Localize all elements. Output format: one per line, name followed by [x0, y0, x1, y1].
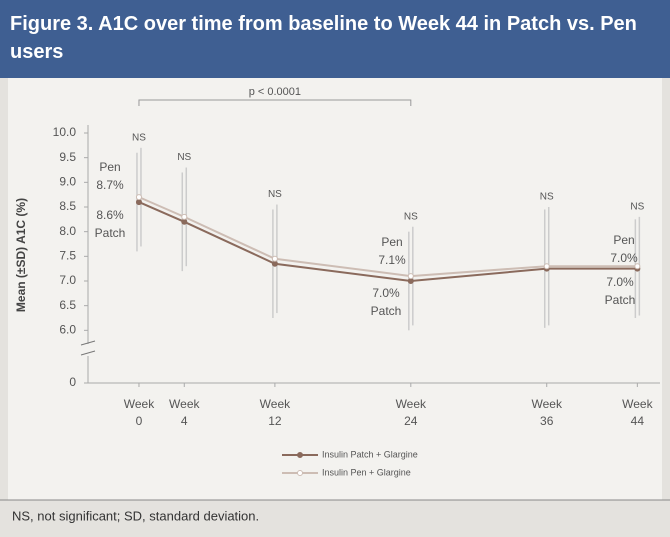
- significance-label: NS: [540, 192, 554, 203]
- point: [135, 199, 142, 206]
- y-tick-label: 7.0: [59, 273, 76, 287]
- significance-label: NS: [132, 132, 146, 143]
- significance-label: NS: [630, 202, 644, 213]
- y-tick-label: 9.0: [59, 175, 76, 189]
- point: [181, 213, 188, 220]
- x-tick-label: Week 36: [531, 397, 562, 428]
- x-tick-label: Week 12: [260, 397, 291, 428]
- series-line: [138, 201, 638, 283]
- axis-break: [80, 350, 96, 356]
- legend-marker: [297, 470, 303, 476]
- y-tick-label: 0: [69, 375, 76, 389]
- footnote: NS, not significant; SD, standard deviat…: [12, 508, 259, 523]
- x-tick-label: Week 4: [169, 397, 200, 428]
- significance-label: NS: [268, 189, 282, 200]
- significance-bracket: [138, 99, 412, 106]
- annotation: 8.6% Patch: [95, 208, 126, 240]
- legend-marker: [297, 452, 303, 458]
- point: [271, 255, 278, 262]
- point: [407, 278, 414, 284]
- plot-panel: [8, 78, 662, 500]
- y-tick-label: 6.0: [59, 323, 76, 337]
- chart-title: Figure 3. A1C over time from baseline to…: [0, 0, 670, 78]
- point: [135, 194, 142, 201]
- series-line: [138, 196, 638, 278]
- point: [181, 218, 188, 225]
- y-tick-label: 8.0: [59, 224, 76, 238]
- annotation: Pen 7.0%: [610, 233, 638, 265]
- annotation: Pen 8.7%: [96, 160, 124, 192]
- point: [271, 260, 278, 267]
- y-tick-label: 7.5: [59, 249, 76, 263]
- point: [543, 263, 550, 270]
- y-axis-label: Mean (±SD) A1C (%): [14, 198, 28, 312]
- x-tick-label: Week 44: [622, 397, 653, 428]
- annotation: 7.0% Patch: [371, 286, 402, 318]
- y-tick-label: 9.5: [59, 150, 76, 164]
- x-tick-label: Week 24: [396, 397, 427, 428]
- y-tick-label: 10.0: [53, 125, 77, 139]
- significance-label: NS: [177, 152, 191, 163]
- bracket-label: p < 0.0001: [249, 86, 301, 98]
- y-tick-label: 8.5: [59, 199, 76, 213]
- x-tick-label: Week 0: [124, 397, 155, 428]
- significance-label: NS: [404, 211, 418, 222]
- annotation: Pen 7.1%: [378, 235, 406, 267]
- annotation: 7.0% Patch: [605, 275, 636, 307]
- legend-label: Insulin Patch + Glargine: [322, 449, 418, 459]
- point: [407, 273, 414, 280]
- legend-label: Insulin Pen + Glargine: [322, 467, 411, 477]
- point: [634, 263, 641, 270]
- axis-break: [80, 340, 96, 346]
- y-tick-label: 6.5: [59, 298, 76, 312]
